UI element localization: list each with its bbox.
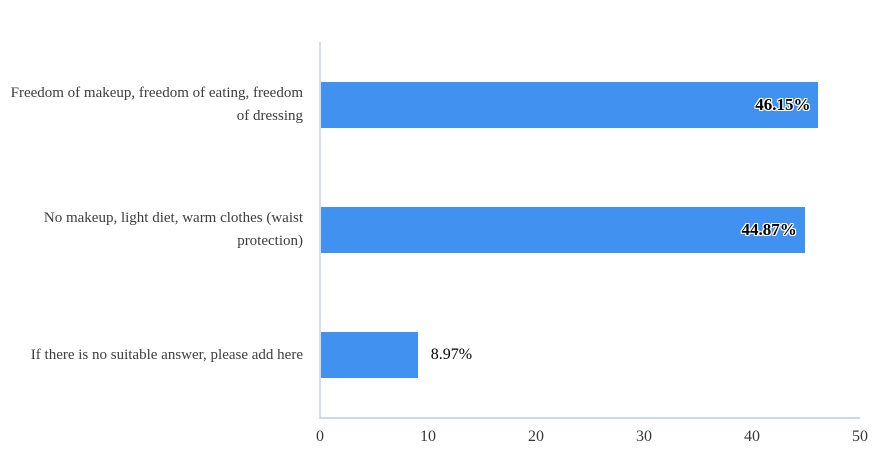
bar: 8.97%	[321, 332, 472, 379]
category-label: Freedom of makeup, freedom of eating, fr…	[10, 85, 303, 124]
x-tick-label: 0	[316, 428, 324, 445]
x-tick-label: 50	[852, 428, 868, 445]
y-axis-line	[319, 42, 321, 418]
value-label: 46.15%	[755, 94, 811, 114]
plot-area: Freedom of makeup, freedom of eating, fr…	[0, 42, 860, 418]
value-label: 44.87%	[741, 219, 797, 239]
x-tick-label: 20	[528, 428, 544, 445]
x-axis-line	[319, 417, 860, 419]
bar: 46.15%	[321, 81, 819, 128]
category-label: No makeup, light diet, warm clothes (wai…	[43, 210, 303, 249]
x-tick-label: 10	[420, 428, 436, 445]
bar: 44.87%	[321, 206, 805, 253]
category-label: If there is no suitable answer, please a…	[30, 347, 303, 364]
x-tick-label: 40	[744, 428, 760, 445]
bar-row: No makeup, light diet, warm clothes (wai…	[0, 167, 860, 292]
bar-zone: 8.97%	[321, 293, 860, 418]
bar-zone: 46.15%	[321, 42, 860, 167]
bar-row: Freedom of makeup, freedom of eating, fr…	[0, 42, 860, 167]
x-axis: 0 10 20 30 40 50	[316, 428, 868, 450]
bar-row: If there is no suitable answer, please a…	[0, 293, 860, 418]
x-tick-label: 30	[636, 428, 652, 445]
value-label: 8.97%	[430, 346, 473, 364]
bar-zone: 44.87%	[321, 167, 860, 292]
